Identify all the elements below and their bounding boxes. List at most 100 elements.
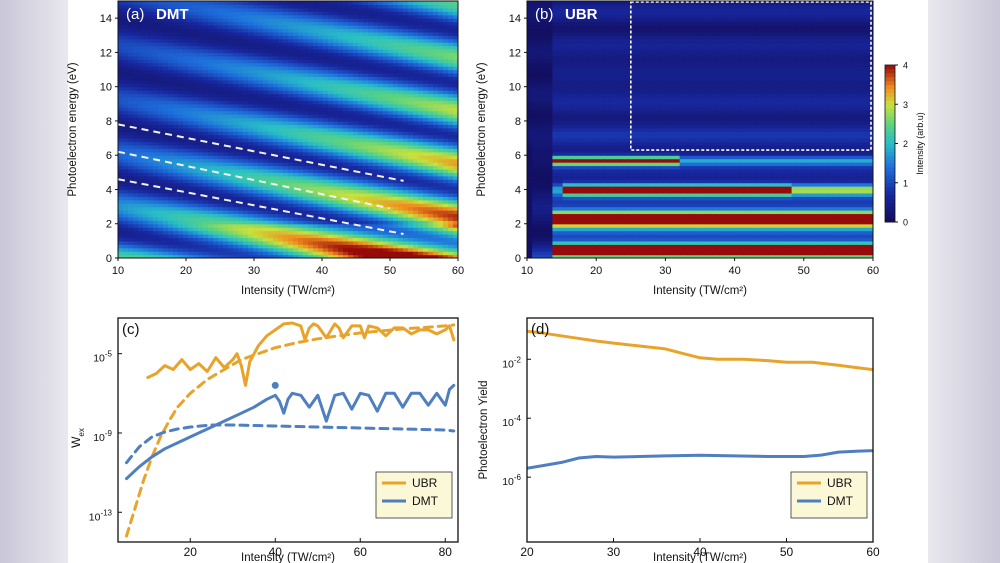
heatmap-cell [153, 90, 159, 95]
heatmap-cell [278, 62, 284, 67]
heatmap-cell [308, 199, 314, 204]
heatmap-cell [128, 59, 134, 64]
heatmap-cell [393, 62, 399, 67]
heatmap-cell [253, 79, 259, 84]
heatmap-cell [188, 76, 194, 81]
heatmap-cell [268, 172, 274, 177]
heatmap-cell [283, 168, 289, 173]
heatmap-cell [183, 4, 189, 9]
heatmap-cell [438, 168, 444, 173]
heatmap-cell [218, 172, 224, 177]
heatmap-cell [378, 14, 384, 19]
heatmap-cell [223, 144, 229, 149]
heatmap-cell [168, 83, 174, 88]
heatmap-cell [313, 14, 319, 19]
heatmap-cell [243, 124, 249, 129]
heatmap-cell [343, 168, 349, 173]
heatmap-cell [168, 38, 174, 43]
heatmap-cell [243, 90, 249, 95]
heatmap-cell [243, 1, 249, 6]
heatmap-cell [228, 11, 234, 16]
heatmap-cell [158, 31, 164, 36]
heatmap-cell [163, 151, 169, 156]
heatmap-cell [413, 203, 419, 208]
heatmap-cell [183, 234, 189, 239]
heatmap-cell [318, 21, 324, 26]
heatmap-cell [248, 11, 254, 16]
heatmap-cell [293, 24, 299, 30]
heatmap-cell [193, 31, 199, 36]
heatmap-cell [188, 206, 194, 211]
heatmap-cell [258, 165, 264, 170]
heatmap-cell [443, 240, 449, 245]
heatmap-cell [313, 96, 319, 101]
heatmap-cell [438, 172, 444, 177]
heatmap-cell [358, 162, 364, 167]
heatmap-cell [233, 55, 239, 60]
heatmap-cell [203, 175, 209, 180]
heatmap-cell [133, 114, 139, 119]
heatmap-cell [213, 189, 219, 194]
heatmap-cell [368, 254, 374, 258]
heatmap-cell [448, 244, 454, 249]
heatmap-cell [368, 7, 374, 12]
heatmap-cell [383, 83, 389, 88]
heatmap-cell [383, 18, 389, 23]
heatmap-cell [373, 28, 379, 33]
heatmap-cell [243, 4, 249, 9]
heatmap-cell [338, 179, 344, 184]
heatmap-cell [283, 189, 289, 194]
heatmap-cell [413, 134, 419, 139]
heatmap-cell [283, 172, 289, 177]
heatmap-cell [333, 72, 339, 77]
heatmap-cell [233, 131, 239, 136]
heatmap-cell [158, 172, 164, 177]
heatmap-cell [423, 21, 429, 26]
heatmap-cell [248, 199, 254, 204]
heatmap-cell [268, 244, 274, 249]
heatmap-cell [138, 216, 144, 221]
heatmap-cell [148, 124, 154, 129]
heatmap-cell [428, 4, 434, 9]
heatmap-cell [283, 66, 289, 71]
heatmap-cell [203, 103, 209, 108]
heatmap-cell [338, 189, 344, 194]
heatmap-cell [183, 192, 189, 197]
heatmap-cell [303, 42, 309, 47]
heatmap-cell [388, 155, 394, 160]
heatmap-cell [253, 114, 259, 119]
heatmap-cell [423, 182, 429, 187]
heatmap-cell [413, 38, 419, 43]
heatmap-cell [228, 35, 234, 40]
heatmap-cell [328, 1, 334, 6]
heatmap-cell [138, 247, 144, 252]
heatmap-cell [223, 11, 229, 16]
heatmap-cell [423, 100, 429, 105]
heatmap-cell [423, 162, 429, 167]
heatmap-cell [223, 86, 229, 91]
heatmap-cell [188, 103, 194, 108]
heatmap-cell [258, 28, 264, 33]
heatmap-cell [323, 131, 329, 136]
heatmap-cell [298, 96, 304, 101]
heatmap-cell [268, 11, 274, 16]
heatmap-cell [318, 223, 324, 228]
heatmap-cell [438, 165, 444, 170]
heatmap-cell [348, 144, 354, 149]
heatmap-cell [163, 45, 169, 50]
heatmap-cell [443, 35, 449, 40]
heatmap-cell [138, 175, 144, 180]
heatmap-cell [388, 28, 394, 33]
heatmap-cell [308, 131, 314, 136]
heatmap-cell [343, 213, 349, 218]
heatmap-cell [133, 186, 139, 191]
heatmap-cell [398, 216, 404, 221]
heatmap-cell [278, 144, 284, 149]
heatmap-cell [208, 196, 214, 201]
heatmap-cell [368, 220, 374, 225]
heatmap-cell [168, 168, 174, 173]
heatmap-cell [378, 158, 384, 163]
heatmap-cell [143, 107, 149, 112]
heatmap-cell [128, 90, 134, 95]
heatmap-cell [403, 100, 409, 105]
